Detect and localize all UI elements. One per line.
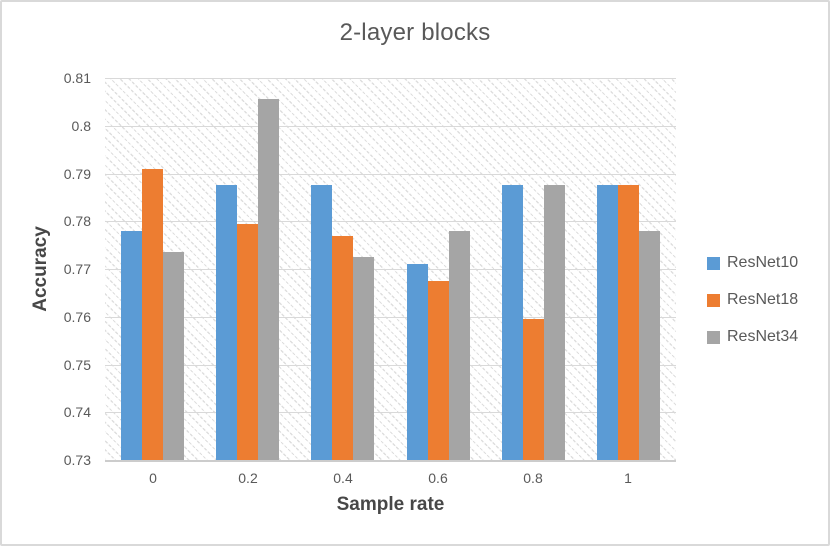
bar-ResNet18-x0.4: [332, 236, 353, 460]
bar-ResNet10-x0: [121, 231, 142, 460]
x-axis-line: [105, 460, 676, 462]
bar-ResNet34-x0.6: [449, 231, 470, 460]
legend-swatch-ResNet10: [707, 256, 720, 270]
bar-ResNet34-x0.8: [544, 185, 565, 460]
bar-ResNet34-x1: [639, 231, 660, 460]
legend: ResNet10 ResNet18 ResNet34: [707, 254, 798, 346]
y-tick-label-0.74: 0.74: [63, 404, 91, 420]
legend-label-ResNet34: ResNet34: [727, 328, 799, 345]
y-tick-label-0.78: 0.78: [63, 213, 91, 229]
y-tick-label-0.8: 0.8: [71, 118, 91, 134]
x-tick-label-0: 0: [149, 470, 157, 486]
bar-ResNet18-x0.8: [523, 319, 544, 460]
legend-item-ResNet34: ResNet34: [707, 328, 798, 346]
y-tick-label-0.75: 0.75: [63, 357, 91, 373]
y-tick-label-0.73: 0.73: [63, 452, 91, 468]
bar-ResNet34-x0.2: [258, 99, 279, 460]
x-tick-label-0.8: 0.8: [523, 470, 543, 486]
gridline-0.77: [105, 269, 676, 270]
bar-ResNet10-x0.4: [311, 185, 332, 460]
y-tick-label-0.81: 0.81: [63, 70, 91, 86]
legend-label-ResNet10: ResNet10: [727, 254, 799, 271]
x-tick-label-1: 1: [624, 470, 632, 486]
chart-title: 2-layer blocks: [339, 19, 491, 46]
bar-ResNet10-x0.8: [502, 185, 523, 460]
bar-ResNet18-x0.6: [428, 281, 449, 460]
legend-swatch-ResNet34: [707, 330, 720, 344]
gridline-0.81: [105, 78, 676, 79]
bar-ResNet34-x0.4: [353, 257, 374, 460]
gridline-0.76: [105, 317, 676, 318]
legend-label-ResNet18: ResNet18: [727, 291, 799, 308]
bar-ResNet10-x1: [597, 185, 618, 460]
legend-item-ResNet10: ResNet10: [707, 254, 798, 272]
gridline-0.75: [105, 365, 676, 366]
legend-item-ResNet18: ResNet18: [707, 291, 798, 309]
bar-ResNet18-x0.2: [237, 224, 258, 460]
y-tick-label-0.77: 0.77: [63, 261, 91, 277]
x-axis-title: Sample rate: [336, 494, 445, 515]
bar-ResNet10-x0.6: [407, 264, 428, 460]
plot-area: [105, 78, 676, 460]
bar-ResNet34-x0: [163, 252, 184, 460]
bar-ResNet18-x1: [618, 185, 639, 460]
bar-ResNet18-x0: [142, 169, 163, 460]
bar-ResNet10-x0.2: [216, 185, 237, 460]
gridline-0.8: [105, 126, 676, 127]
gridline-0.74: [105, 412, 676, 413]
x-tick-label-0.2: 0.2: [238, 470, 258, 486]
gridline-0.79: [105, 174, 676, 175]
legend-swatch-ResNet18: [707, 293, 720, 307]
gridline-0.78: [105, 221, 676, 222]
y-tick-label-0.79: 0.79: [63, 166, 91, 182]
x-tick-label-0.6: 0.6: [428, 470, 448, 486]
y-tick-label-0.76: 0.76: [63, 309, 91, 325]
x-tick-label-0.4: 0.4: [333, 470, 353, 486]
